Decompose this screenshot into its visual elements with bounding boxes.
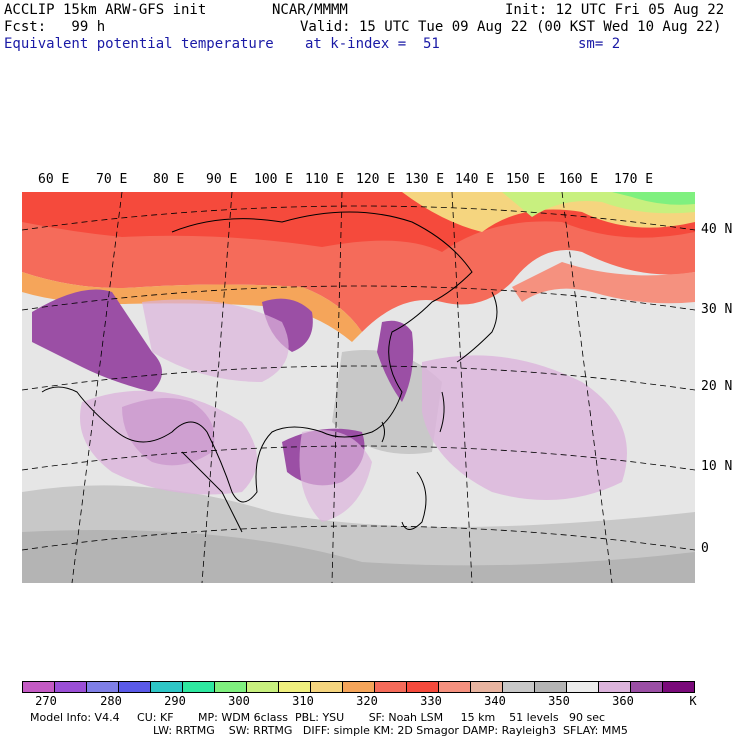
colorbar-tick: 320 [356, 694, 378, 708]
level-index: at k-index = 51 [305, 36, 440, 52]
colorbar-swatch [663, 682, 694, 692]
colorbar-swatch [407, 682, 439, 692]
colorbar-swatch [599, 682, 631, 692]
field-name: Equivalent potential temperature [4, 36, 274, 52]
colorbar-swatch [567, 682, 599, 692]
colorbar-tick: 270 [35, 694, 57, 708]
colorbar-swatch [343, 682, 375, 692]
smoothing: sm= 2 [578, 36, 621, 52]
lat-label: 10 N [701, 459, 733, 474]
lon-label: 110 E [305, 172, 345, 187]
colorbar-swatch [535, 682, 567, 692]
lat-label: 40 N [701, 222, 733, 237]
colorbar-unit: K [689, 694, 697, 708]
colorbar-tick: 310 [292, 694, 314, 708]
colorbar-tick: 350 [548, 694, 570, 708]
init-time: Init: 12 UTC Fri 05 Aug 22 [505, 2, 725, 18]
colorbar [22, 681, 695, 693]
colorbar-swatch [279, 682, 311, 692]
colorbar-swatch [183, 682, 215, 692]
colorbar-tick: 330 [420, 694, 442, 708]
lon-label: 120 E [356, 172, 396, 187]
colorbar-swatch [55, 682, 87, 692]
lon-label: 90 E [206, 172, 238, 187]
lon-label: 80 E [153, 172, 185, 187]
colorbar-swatch [215, 682, 247, 692]
colorbar-swatch [375, 682, 407, 692]
center-name: NCAR/MMMM [272, 2, 348, 18]
colorbar-tick: 280 [100, 694, 122, 708]
model-title: ACCLIP 15km ARW-GFS init [4, 2, 207, 18]
colorbar-swatch [311, 682, 343, 692]
footer-physics-info: LW: RRTMG SW: RRTMG DIFF: simple KM: 2D … [153, 724, 628, 737]
colorbar-swatch [247, 682, 279, 692]
footer-model-info: Model Info: V4.4 CU: KF MP: WDM 6class P… [30, 711, 606, 724]
lon-label: 150 E [506, 172, 546, 187]
lon-label: 170 E [614, 172, 654, 187]
colorbar-swatch [23, 682, 55, 692]
colorbar-swatch [87, 682, 119, 692]
lon-label: 160 E [559, 172, 599, 187]
colorbar-tick: 300 [228, 694, 250, 708]
lon-label: 100 E [254, 172, 294, 187]
colorbar-swatch [119, 682, 151, 692]
forecast-hour: Fcst: 99 h [4, 19, 106, 35]
lon-label: 60 E [38, 172, 70, 187]
lon-label: 130 E [405, 172, 445, 187]
lat-label: 30 N [701, 302, 733, 317]
map-panel [22, 192, 695, 583]
colorbar-swatch [471, 682, 503, 692]
lat-label: 0 [701, 541, 709, 556]
lon-label: 140 E [455, 172, 495, 187]
colorbar-swatch [151, 682, 183, 692]
valid-time: Valid: 15 UTC Tue 09 Aug 22 (00 KST Wed … [300, 19, 722, 35]
colorbar-tick: 360 [612, 694, 634, 708]
colorbar-tick: 290 [164, 694, 186, 708]
lon-label: 70 E [96, 172, 128, 187]
colorbar-swatch [503, 682, 535, 692]
colorbar-swatch [439, 682, 471, 692]
lat-label: 20 N [701, 379, 733, 394]
colorbar-swatch [631, 682, 663, 692]
colorbar-tick: 340 [484, 694, 506, 708]
